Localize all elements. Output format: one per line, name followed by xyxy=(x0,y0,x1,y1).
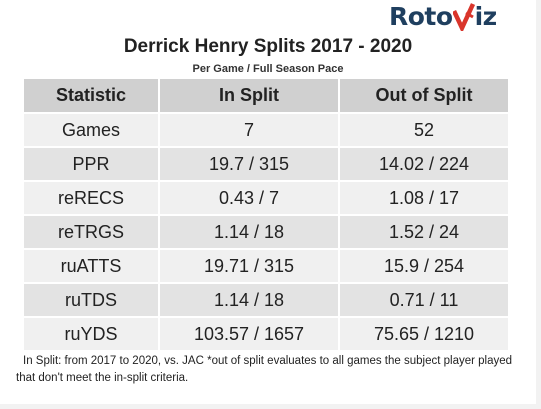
cell-in-split: 0.43 / 7 xyxy=(158,180,339,215)
logo-text-roto: Roto xyxy=(389,2,453,31)
cell-in-split: 1.14 / 18 xyxy=(158,282,339,317)
cell-in-split: 19.71 / 315 xyxy=(158,248,339,283)
header-out-of-split: Out of Split xyxy=(338,79,508,113)
cell-out-of-split: 75.65 / 1210 xyxy=(338,316,508,350)
rotoviz-logo[interactable]: Roto iz xyxy=(389,1,497,31)
cell-statistic: reTRGS xyxy=(24,214,159,249)
cell-statistic: reRECS xyxy=(24,180,159,215)
splits-card: Roto iz Derrick Henry Splits 2017 - 2020… xyxy=(0,0,536,404)
logo-v-mark-icon xyxy=(452,3,475,31)
cell-out-of-split: 14.02 / 224 xyxy=(338,146,508,181)
splits-table: Statistic In Split Out of Split Games 7 … xyxy=(24,79,508,350)
cell-out-of-split: 15.9 / 254 xyxy=(338,248,508,283)
cell-out-of-split: 0.71 / 11 xyxy=(338,282,508,317)
table-row: PPR 19.7 / 315 14.02 / 224 xyxy=(24,146,508,181)
logo-text-iz: iz xyxy=(474,2,498,31)
cell-statistic: Games xyxy=(24,112,159,147)
cell-statistic: ruATTS xyxy=(24,248,159,283)
cell-in-split: 7 xyxy=(158,112,339,147)
table-row: Games 7 52 xyxy=(24,112,508,147)
table-row: reTRGS 1.14 / 18 1.52 / 24 xyxy=(24,214,508,249)
table-row: ruTDS 1.14 / 18 0.71 / 11 xyxy=(24,282,508,317)
cell-in-split: 19.7 / 315 xyxy=(158,146,339,181)
table-row: reRECS 0.43 / 7 1.08 / 17 xyxy=(24,180,508,215)
cell-statistic: ruTDS xyxy=(24,282,159,317)
cell-statistic: ruYDS xyxy=(24,316,159,350)
cell-out-of-split: 1.52 / 24 xyxy=(338,214,508,249)
page-subtitle: Per Game / Full Season Pace xyxy=(192,63,344,75)
cell-in-split: 1.14 / 18 xyxy=(158,214,339,249)
table-row: ruATTS 19.71 / 315 15.9 / 254 xyxy=(24,248,508,283)
page-title: Derrick Henry Splits 2017 - 2020 xyxy=(123,36,413,57)
table-header-row: Statistic In Split Out of Split xyxy=(24,79,508,113)
cell-out-of-split: 52 xyxy=(338,112,508,147)
header-statistic: Statistic xyxy=(24,79,159,113)
cell-out-of-split: 1.08 / 17 xyxy=(338,180,508,215)
cell-statistic: PPR xyxy=(24,146,159,181)
header-in-split: In Split xyxy=(158,79,339,113)
footnote: In Split: from 2017 to 2020, vs. JAC *ou… xyxy=(16,355,513,384)
table-row: ruYDS 103.57 / 1657 75.65 / 1210 xyxy=(24,316,508,350)
cell-in-split: 103.57 / 1657 xyxy=(158,316,339,350)
